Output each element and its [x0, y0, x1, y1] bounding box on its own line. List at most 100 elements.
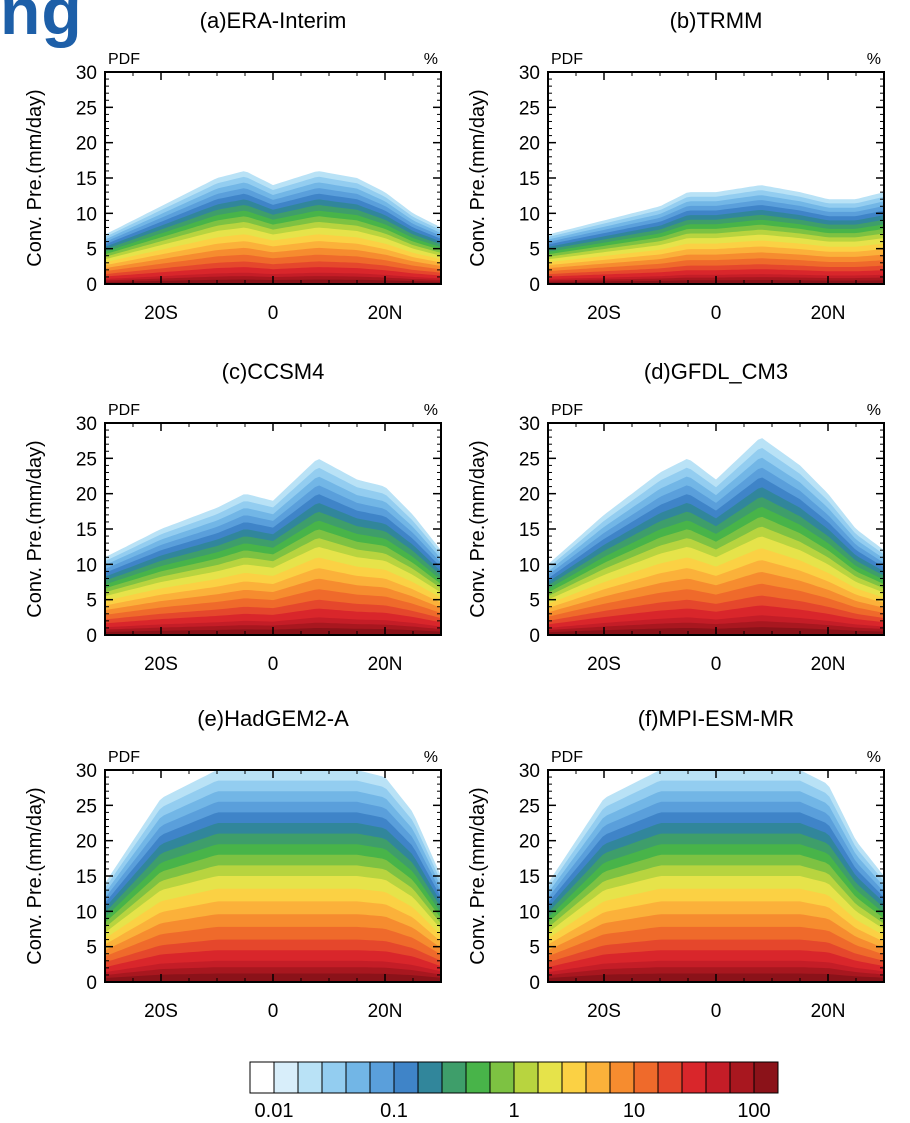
- x-tick-label: 20S: [144, 303, 178, 324]
- panel-title: (d)GFDL_CM3: [644, 359, 788, 384]
- corner-label-right: %: [424, 51, 438, 68]
- x-tick-label: 20N: [811, 654, 846, 675]
- corner-label-left: PDF: [108, 51, 140, 68]
- colorbar: 0.01 0.1 1 10 100: [249, 1061, 779, 1122]
- y-tick-label: 15: [76, 169, 97, 190]
- colorbar-swatch: [681, 1061, 707, 1094]
- colorbar-swatch: [489, 1061, 515, 1094]
- corner-label-left: PDF: [551, 749, 583, 766]
- x-tick-label: 0: [268, 303, 279, 324]
- panel-b: 0 5 10 15 20 25 30 20S 0 20N (b)TRMM PDF % Conv. Pre.…: [467, 8, 885, 324]
- corner-label-right: %: [424, 402, 438, 419]
- y-tick-label: 25: [76, 98, 97, 119]
- y-tick-label: 30: [519, 414, 540, 435]
- colorbar-swatch: [657, 1061, 683, 1094]
- y-tick-label: 30: [76, 761, 97, 782]
- y-tick-label: 15: [519, 169, 540, 190]
- colorbar-swatch: [633, 1061, 659, 1094]
- y-tick-label: 10: [76, 902, 97, 923]
- y-tick-label: 15: [76, 520, 97, 541]
- y-axis-label: Conv. Pre.(mm/day): [24, 89, 46, 266]
- y-tick-label: 20: [76, 832, 97, 853]
- y-tick-label: 0: [86, 973, 97, 994]
- y-tick-label: 5: [86, 938, 97, 959]
- y-tick-label: 20: [519, 832, 540, 853]
- panel-title: (b)TRMM: [670, 8, 763, 33]
- y-tick-label: 15: [76, 867, 97, 888]
- corner-label-right: %: [867, 51, 881, 68]
- y-tick-label: 10: [76, 555, 97, 576]
- corner-label-left: PDF: [551, 51, 583, 68]
- y-tick-label: 25: [519, 449, 540, 470]
- y-tick-label: 10: [519, 555, 540, 576]
- x-tick-label: 0: [268, 654, 279, 675]
- colorbar-swatch: [321, 1061, 347, 1094]
- panel-d: 0 5 10 15 20 25 30 20S 0 20N (d)GFDL_CM3 PDF % Conv. …: [467, 359, 885, 675]
- colorbar-swatch: [465, 1061, 491, 1094]
- y-tick-label: 10: [519, 902, 540, 923]
- y-tick-label: 0: [86, 275, 97, 296]
- pdf-contours: [548, 770, 884, 982]
- y-tick-label: 20: [76, 134, 97, 155]
- y-tick-label: 20: [519, 134, 540, 155]
- x-tick-label: 20N: [368, 303, 403, 324]
- x-tick-label: 20S: [144, 654, 178, 675]
- y-tick-label: 0: [529, 626, 540, 647]
- colorbar-label: 1: [508, 1100, 519, 1122]
- corner-label-right: %: [867, 749, 881, 766]
- colorbar-swatch: [249, 1061, 275, 1094]
- colorbar-swatch: [441, 1061, 467, 1094]
- colorbar-swatch: [705, 1061, 731, 1094]
- colorbar-swatch: [369, 1061, 395, 1094]
- colorbar-swatch: [273, 1061, 299, 1094]
- colorbar-swatch: [393, 1061, 419, 1094]
- x-tick-label: 20S: [587, 303, 621, 324]
- x-tick-label: 20S: [587, 1001, 621, 1022]
- panel-title: (c)CCSM4: [222, 359, 325, 384]
- x-tick-label: 20S: [587, 654, 621, 675]
- colorbar-swatch: [585, 1061, 611, 1094]
- colorbar-swatch: [297, 1061, 323, 1094]
- y-axis-label: Conv. Pre.(mm/day): [467, 89, 489, 266]
- corner-label-right: %: [424, 749, 438, 766]
- panel-title: (e)HadGEM2-A: [197, 706, 349, 731]
- colorbar-swatch: [513, 1061, 539, 1094]
- header-logo-fragment: ng: [0, 0, 83, 48]
- y-axis-label: Conv. Pre.(mm/day): [467, 787, 489, 964]
- y-axis-label: Conv. Pre.(mm/day): [24, 440, 46, 617]
- x-tick-label: 20S: [144, 1001, 178, 1022]
- y-tick-label: 25: [519, 98, 540, 119]
- colorbar-swatch: [729, 1061, 755, 1094]
- colorbar-label: 100: [737, 1100, 770, 1122]
- y-tick-label: 5: [86, 591, 97, 612]
- y-tick-label: 30: [519, 761, 540, 782]
- panel-title: (f)MPI-ESM-MR: [638, 706, 794, 731]
- panel-f: 0 5 10 15 20 25 30 20S 0 20N (f)MPI-ESM-MR PDF % Conv…: [467, 706, 885, 1022]
- colorbar-swatch: [561, 1061, 587, 1094]
- y-tick-label: 30: [519, 63, 540, 84]
- panel-e: 0 5 10 15 20 25 30 20S 0 20N (e)HadGEM2-A PDF % Conv.…: [24, 706, 442, 1022]
- colorbar-swatch: [753, 1061, 779, 1094]
- y-tick-label: 5: [529, 938, 540, 959]
- y-tick-label: 30: [76, 414, 97, 435]
- y-tick-label: 0: [529, 973, 540, 994]
- y-tick-label: 30: [76, 63, 97, 84]
- corner-label-left: PDF: [108, 402, 140, 419]
- corner-label-right: %: [867, 402, 881, 419]
- y-tick-label: 10: [76, 204, 97, 225]
- pdf-contours: [548, 185, 884, 284]
- colorbar-label: 0.01: [255, 1100, 294, 1122]
- y-axis-label: Conv. Pre.(mm/day): [467, 440, 489, 617]
- y-tick-label: 25: [519, 796, 540, 817]
- colorbar-label: 10: [623, 1100, 645, 1122]
- x-tick-label: 20N: [811, 303, 846, 324]
- y-tick-label: 20: [76, 485, 97, 506]
- panel-a: 0 5 10 15 20 25 30 20S 0 20N (a)ERA-Interim PDF % Con…: [24, 8, 442, 324]
- x-tick-label: 20N: [368, 1001, 403, 1022]
- corner-label-left: PDF: [108, 749, 140, 766]
- panel-c: 0 5 10 15 20 25 30 20S 0 20N (c)CCSM4 PDF % Conv. Pre…: [24, 359, 442, 675]
- pdf-contours: [105, 171, 441, 284]
- x-tick-label: 20N: [368, 654, 403, 675]
- colorbar-swatch: [345, 1061, 371, 1094]
- y-tick-label: 0: [529, 275, 540, 296]
